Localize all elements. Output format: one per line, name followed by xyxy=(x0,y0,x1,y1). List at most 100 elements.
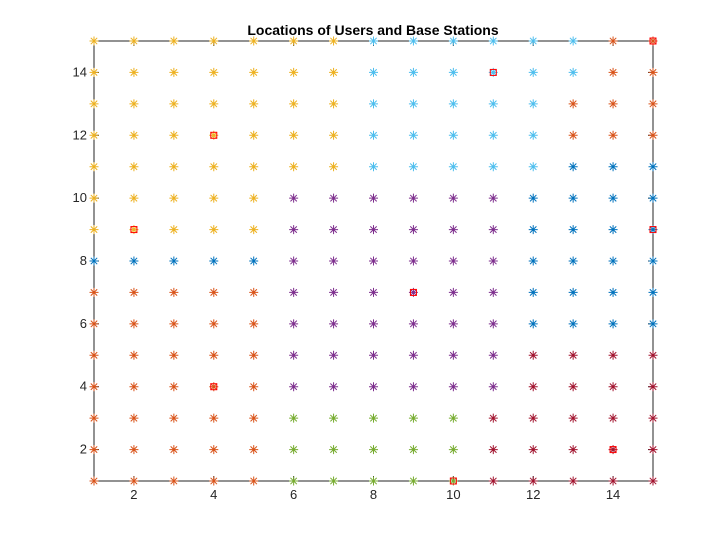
user-point-orange xyxy=(89,350,99,360)
x-tick-label: 4 xyxy=(210,487,217,502)
user-point-maroon xyxy=(568,350,578,360)
user-point-purple xyxy=(448,287,458,297)
user-point-yellow xyxy=(129,67,139,77)
user-point-yellow xyxy=(89,162,99,172)
user-point-cyan xyxy=(448,130,458,140)
user-point-purple xyxy=(369,193,378,203)
user-point-purple xyxy=(289,287,299,297)
user-point-blue xyxy=(89,256,99,266)
user-point-purple xyxy=(408,350,418,360)
user-point-purple xyxy=(448,256,458,266)
user-point-blue xyxy=(648,225,658,235)
user-point-cyan xyxy=(528,162,538,172)
user-point-maroon xyxy=(528,382,538,392)
user-point-yellow xyxy=(89,193,99,203)
user-point-orange xyxy=(129,287,139,297)
user-point-orange xyxy=(169,413,179,423)
user-point-purple xyxy=(488,382,498,392)
x-tick-label: 2 xyxy=(130,487,137,502)
x-tick-label: 8 xyxy=(370,487,377,502)
user-point-purple xyxy=(329,382,339,392)
user-point-orange xyxy=(249,476,259,486)
user-point-yellow xyxy=(329,130,339,140)
x-tick-label: 12 xyxy=(526,487,540,502)
user-point-yellow xyxy=(249,130,259,140)
user-point-yellow xyxy=(129,36,139,46)
user-point-yellow xyxy=(289,130,299,140)
user-point-cyan xyxy=(408,99,418,109)
user-point-purple xyxy=(289,225,299,235)
user-point-orange xyxy=(608,36,618,46)
user-point-green xyxy=(448,476,458,486)
user-point-purple xyxy=(369,256,378,266)
user-point-cyan xyxy=(408,36,418,46)
user-point-purple xyxy=(488,256,498,266)
user-point-yellow xyxy=(329,67,339,77)
user-point-green xyxy=(448,445,458,455)
user-point-cyan xyxy=(369,162,378,172)
user-point-orange xyxy=(129,382,139,392)
user-point-blue xyxy=(608,287,618,297)
user-point-purple xyxy=(289,350,299,360)
user-point-yellow xyxy=(209,99,219,109)
user-point-orange xyxy=(89,413,99,423)
base-station-point xyxy=(449,477,457,485)
user-point-blue xyxy=(129,256,139,266)
user-point-yellow xyxy=(209,193,219,203)
user-point-green xyxy=(289,413,299,423)
user-point-blue xyxy=(528,225,538,235)
user-point-blue xyxy=(568,256,578,266)
y-tick-label: 10 xyxy=(73,190,87,205)
user-point-green xyxy=(408,413,418,423)
user-point-yellow xyxy=(89,130,99,140)
user-point-yellow xyxy=(329,162,339,172)
user-point-maroon xyxy=(648,350,658,360)
y-tick-label: 6 xyxy=(80,316,87,331)
x-tick-label: 6 xyxy=(290,487,297,502)
user-point-cyan xyxy=(528,99,538,109)
user-point-yellow xyxy=(209,130,219,140)
base-station-point xyxy=(210,131,218,139)
user-point-green xyxy=(408,445,418,455)
user-point-yellow xyxy=(89,99,99,109)
user-point-blue xyxy=(528,287,538,297)
user-point-green xyxy=(289,476,299,486)
user-point-cyan xyxy=(528,36,538,46)
base-station-markers xyxy=(130,37,657,485)
user-point-blue xyxy=(608,225,618,235)
user-point-orange xyxy=(129,445,139,455)
user-point-purple xyxy=(448,225,458,235)
base-station-point xyxy=(210,383,218,391)
y-tick-label: 8 xyxy=(80,253,87,268)
user-point-orange xyxy=(129,476,139,486)
user-point-yellow xyxy=(169,67,179,77)
user-point-orange xyxy=(89,445,99,455)
user-point-yellow xyxy=(129,193,139,203)
user-point-orange xyxy=(129,350,139,360)
user-point-purple xyxy=(329,319,339,329)
user-point-orange xyxy=(249,319,259,329)
user-point-blue xyxy=(249,256,259,266)
user-point-cyan xyxy=(369,99,378,109)
user-point-purple xyxy=(488,193,498,203)
user-point-maroon xyxy=(568,413,578,423)
user-point-yellow xyxy=(209,36,219,46)
user-point-purple xyxy=(488,225,498,235)
user-point-yellow xyxy=(169,162,179,172)
user-point-purple xyxy=(329,350,339,360)
user-point-green xyxy=(289,445,299,455)
user-point-yellow xyxy=(249,67,259,77)
user-point-purple xyxy=(369,287,378,297)
user-point-cyan xyxy=(488,130,498,140)
user-point-purple xyxy=(448,350,458,360)
user-point-yellow xyxy=(329,99,339,109)
user-point-purple xyxy=(289,193,299,203)
user-point-cyan xyxy=(408,67,418,77)
user-point-green xyxy=(408,476,418,486)
user-point-orange xyxy=(249,445,259,455)
user-point-cyan xyxy=(369,36,378,46)
user-point-purple xyxy=(329,193,339,203)
y-tick-label: 2 xyxy=(80,442,87,457)
user-point-cyan xyxy=(408,162,418,172)
